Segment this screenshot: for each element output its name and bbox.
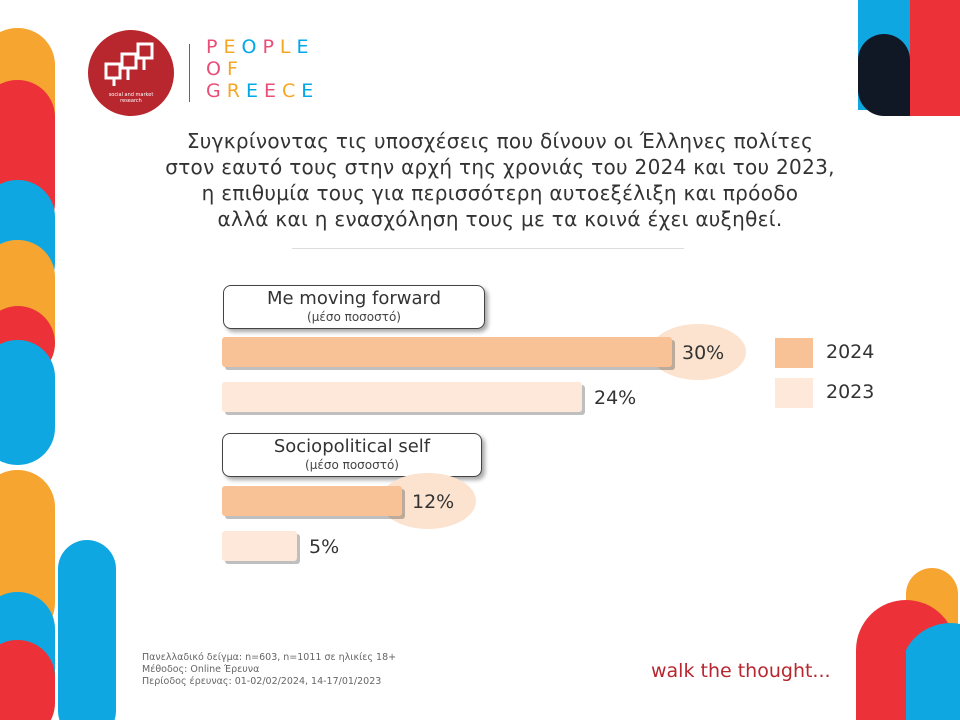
logo-caption: social and market research: [88, 92, 174, 104]
top-right-decoration: [858, 0, 960, 116]
brand-letter: O: [241, 36, 263, 58]
bar-2023: [222, 382, 582, 412]
title-line: στον εαυτό τους στην αρχή της χρονιάς το…: [165, 155, 835, 179]
bar-2024: [222, 486, 402, 516]
brand-letter: P: [206, 36, 224, 58]
left-decoration: [0, 28, 116, 720]
method-note: Μέθοδος: Online Έρευνα: [142, 664, 260, 675]
title-divider: [292, 248, 684, 249]
data-label: 12%: [412, 491, 454, 513]
page-title: Συγκρίνοντας τις υποσχέσεις που δίνουν ο…: [140, 128, 860, 232]
bar-group: [222, 486, 405, 519]
bar-2024: [222, 337, 672, 367]
category-label-sociopolitical: Sociopolitical self (μέσο ποσοστό): [222, 433, 482, 477]
brand-letter: G: [206, 80, 227, 102]
title-line: αλλά και η ενασχόληση τους με τα κοινά έ…: [217, 207, 783, 231]
brand-logo: social and market research: [88, 30, 174, 116]
data-label: 5%: [309, 536, 339, 558]
value-highlight: [380, 473, 476, 529]
title-line: Συγκρίνοντας τις υποσχέσεις που δίνουν ο…: [186, 129, 814, 153]
category-subtitle: (μέσο ποσοστό): [305, 458, 399, 472]
data-label: 24%: [594, 387, 636, 409]
legend-swatch-2024: [775, 338, 813, 368]
brand-letter: E: [223, 36, 242, 58]
brand-letter: L: [279, 36, 297, 58]
category-title: Me moving forward: [266, 288, 442, 309]
brand-letter: E: [301, 80, 320, 102]
sample-note: Πανελλαδικό δείγμα: n=603, n=1011 σε ηλι…: [142, 652, 397, 663]
legend-label-2023: 2023: [826, 381, 875, 403]
legend-swatch-2023: [775, 378, 813, 408]
category-label-moving-forward: Me moving forward (μέσο ποσοστό): [223, 285, 485, 329]
bar-2023: [222, 531, 297, 561]
brand-letter: C: [281, 80, 302, 102]
period-note: Περίοδος έρευνας: 01-02/02/2024, 14-17/0…: [142, 676, 382, 687]
brand-name-line3: GREECE: [206, 80, 319, 102]
value-highlight: [650, 324, 746, 380]
tagline: walk the thought...: [651, 660, 831, 682]
brand-letter: E: [296, 36, 315, 58]
brand-name-line1: PEOPLE: [206, 36, 315, 58]
logo-caption-line1: social and market: [108, 92, 154, 98]
brand-name-line2: OF: [206, 58, 244, 80]
logo-mark-icon: [104, 42, 154, 86]
legend-label-2024: 2024: [826, 341, 875, 363]
bar-group: [222, 382, 585, 415]
deco-pill: [0, 340, 55, 465]
brand-letter: P: [262, 36, 280, 58]
brand-letter: O: [206, 58, 227, 80]
methodology-notes: Πανελλαδικό δείγμα: n=603, n=1011 σε ηλι…: [142, 652, 396, 688]
brand-letter: E: [245, 80, 264, 102]
bar-group: [222, 337, 675, 370]
logo-caption-line2: research: [120, 98, 142, 104]
data-label: 30%: [682, 342, 724, 364]
deco-pill: [58, 540, 116, 720]
deco-pill: [0, 640, 55, 720]
category-title: Sociopolitical self: [273, 436, 431, 457]
bottom-right-decoration: [856, 568, 960, 720]
brand-letter: E: [263, 80, 282, 102]
brand-letter: R: [226, 80, 246, 102]
bar-group: [222, 531, 300, 564]
category-subtitle: (μέσο ποσοστό): [307, 310, 401, 324]
logo-divider: [189, 44, 190, 102]
brand-letter: F: [226, 58, 244, 80]
title-line: η επιθυμία τους για περισσότερη αυτοεξέλ…: [201, 181, 799, 205]
